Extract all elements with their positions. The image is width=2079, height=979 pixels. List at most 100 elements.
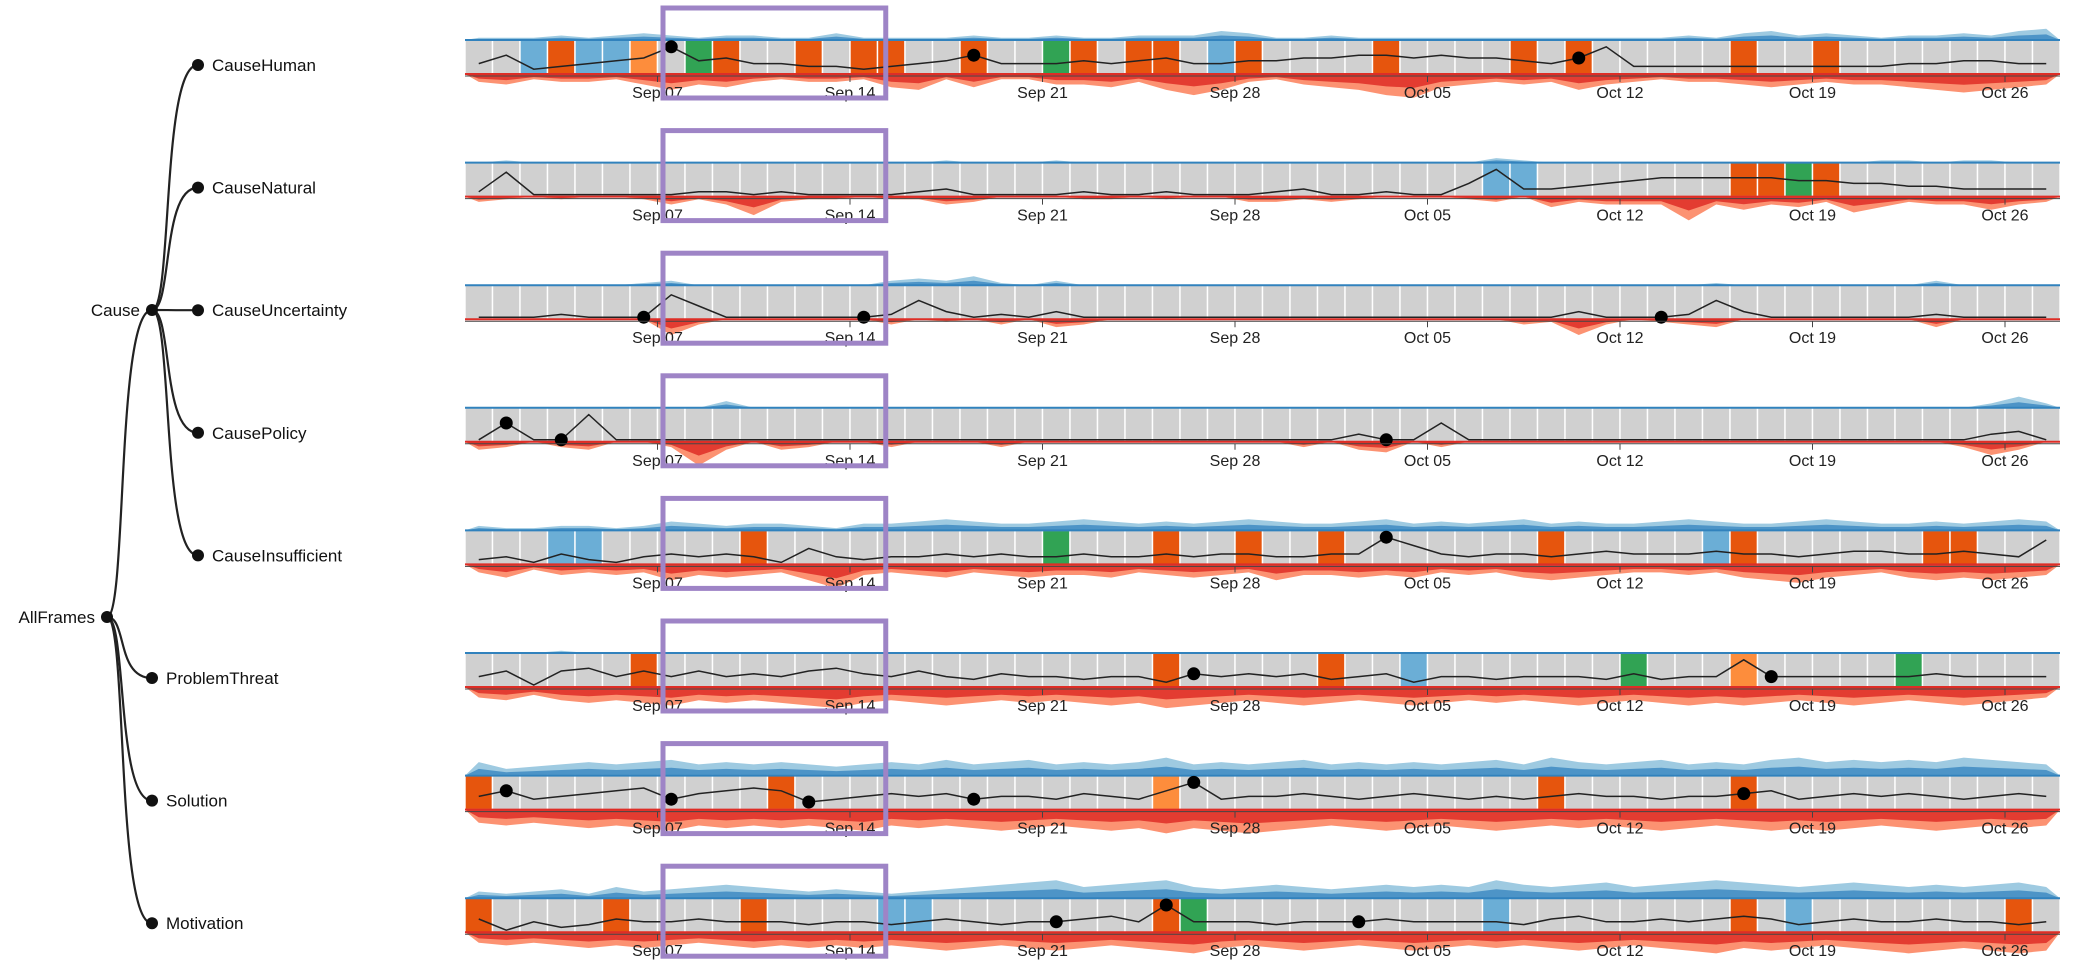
day-cell[interactable] (464, 774, 494, 811)
day-cell[interactable] (959, 652, 989, 688)
day-cell[interactable] (1124, 284, 1154, 320)
day-cell[interactable] (1591, 284, 1621, 320)
day-cell[interactable] (1179, 39, 1209, 75)
day-cell[interactable] (1206, 407, 1236, 443)
day-cell[interactable] (1784, 39, 1814, 75)
day-cell[interactable] (1481, 39, 1511, 75)
day-cell[interactable] (1949, 897, 1979, 933)
day-cell[interactable] (1949, 407, 1979, 443)
tree-node-causenatural[interactable] (192, 181, 204, 194)
day-cell[interactable] (1839, 161, 1869, 198)
day-cell[interactable] (2004, 407, 2034, 443)
day-cell[interactable] (1014, 284, 1044, 320)
day-cell[interactable] (1454, 407, 1484, 443)
day-cell[interactable] (2031, 39, 2061, 75)
day-cell[interactable] (1784, 897, 1814, 933)
day-cell[interactable] (1646, 774, 1676, 811)
day-cell[interactable] (1784, 774, 1814, 811)
day-cell[interactable] (1481, 652, 1511, 688)
day-cell[interactable] (1261, 897, 1291, 933)
day-cell[interactable] (1894, 39, 1924, 75)
day-cell[interactable] (1041, 161, 1071, 198)
day-cell[interactable] (1674, 161, 1704, 198)
day-cell[interactable] (1234, 407, 1264, 443)
day-cell[interactable] (574, 407, 604, 443)
day-cell[interactable] (1701, 529, 1731, 566)
day-cell[interactable] (464, 284, 494, 320)
day-cell[interactable] (1481, 897, 1511, 933)
day-cell[interactable] (1536, 407, 1566, 443)
day-cell[interactable] (1206, 39, 1236, 75)
day-cell[interactable] (491, 652, 521, 688)
day-cell[interactable] (766, 529, 796, 566)
day-cell[interactable] (574, 39, 604, 75)
peak-marker[interactable] (967, 48, 981, 62)
day-cell[interactable] (1426, 897, 1456, 933)
day-cell[interactable] (1234, 774, 1264, 811)
day-cell[interactable] (1674, 39, 1704, 75)
day-cell[interactable] (876, 897, 906, 933)
day-cell[interactable] (1014, 39, 1044, 75)
day-cell[interactable] (931, 897, 961, 933)
day-cell[interactable] (601, 284, 631, 320)
day-cell[interactable] (1536, 774, 1566, 811)
day-cell[interactable] (1784, 407, 1814, 443)
day-cell[interactable] (1289, 774, 1319, 811)
day-cell[interactable] (711, 407, 741, 443)
day-cell[interactable] (959, 407, 989, 443)
day-cell[interactable] (629, 897, 659, 933)
day-cell[interactable] (1866, 774, 1896, 811)
day-cell[interactable] (1344, 161, 1374, 198)
day-cell[interactable] (986, 529, 1016, 566)
peak-marker[interactable] (1379, 530, 1393, 544)
day-cell[interactable] (2031, 529, 2061, 566)
day-cell[interactable] (574, 284, 604, 320)
day-cell[interactable] (1976, 652, 2006, 688)
day-cell[interactable] (1564, 774, 1594, 811)
day-cell[interactable] (1399, 284, 1429, 320)
day-cell[interactable] (766, 39, 796, 75)
day-cell[interactable] (1619, 284, 1649, 320)
day-cell[interactable] (794, 161, 824, 198)
day-cell[interactable] (464, 652, 494, 688)
highlight-box[interactable] (660, 5, 889, 101)
day-cell[interactable] (1014, 161, 1044, 198)
tree-node-causehuman[interactable] (192, 59, 204, 71)
day-cell[interactable] (1564, 652, 1594, 688)
day-cell[interactable] (1564, 897, 1594, 933)
day-cell[interactable] (711, 529, 741, 566)
peak-marker[interactable] (499, 416, 513, 430)
day-cell[interactable] (1371, 39, 1401, 75)
day-cell[interactable] (1949, 774, 1979, 811)
day-cell[interactable] (1976, 529, 2006, 566)
day-cell[interactable] (1784, 284, 1814, 320)
day-cell[interactable] (1894, 774, 1924, 811)
day-cell[interactable] (519, 407, 549, 443)
day-cell[interactable] (1646, 161, 1676, 198)
day-cell[interactable] (519, 161, 549, 198)
day-cell[interactable] (1811, 407, 1841, 443)
day-cell[interactable] (601, 652, 631, 688)
day-cell[interactable] (1014, 529, 1044, 566)
day-cell[interactable] (1069, 897, 1099, 933)
day-cell[interactable] (1701, 774, 1731, 811)
day-cell[interactable] (1316, 161, 1346, 198)
day-cell[interactable] (1124, 529, 1154, 566)
day-cell[interactable] (629, 407, 659, 443)
day-cell[interactable] (629, 39, 659, 75)
day-cell[interactable] (464, 897, 494, 933)
day-cell[interactable] (1646, 407, 1676, 443)
day-cell[interactable] (931, 407, 961, 443)
day-cell[interactable] (1069, 652, 1099, 688)
day-cell[interactable] (904, 284, 934, 320)
day-cell[interactable] (1509, 529, 1539, 566)
day-cell[interactable] (1316, 652, 1346, 688)
day-cell[interactable] (1261, 284, 1291, 320)
day-cell[interactable] (1344, 774, 1374, 811)
day-cell[interactable] (1041, 652, 1071, 688)
day-cell[interactable] (1234, 529, 1264, 566)
day-cell[interactable] (1921, 652, 1951, 688)
day-cell[interactable] (519, 897, 549, 933)
day-cell[interactable] (1426, 284, 1456, 320)
day-cell[interactable] (876, 161, 906, 198)
